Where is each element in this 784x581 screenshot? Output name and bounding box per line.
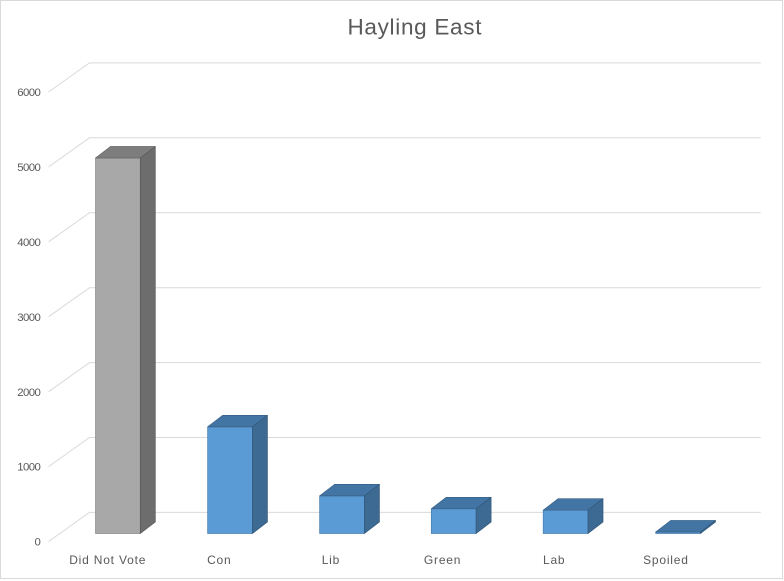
svg-text:5000: 5000	[17, 162, 40, 174]
svg-text:2000: 2000	[17, 387, 40, 399]
svg-text:Spoiled: Spoiled	[643, 553, 689, 567]
svg-text:Lab: Lab	[543, 553, 565, 567]
svg-text:3000: 3000	[17, 312, 40, 324]
svg-text:Hayling East: Hayling East	[347, 14, 482, 39]
svg-text:Did Not Vote: Did Not Vote	[69, 553, 146, 567]
svg-text:0: 0	[34, 537, 40, 549]
svg-text:4000: 4000	[17, 237, 40, 249]
svg-text:6000: 6000	[17, 87, 40, 99]
svg-text:Lib: Lib	[322, 553, 340, 567]
svg-text:Green: Green	[424, 553, 461, 567]
svg-text:Con: Con	[207, 553, 231, 567]
svg-text:1000: 1000	[17, 462, 40, 474]
